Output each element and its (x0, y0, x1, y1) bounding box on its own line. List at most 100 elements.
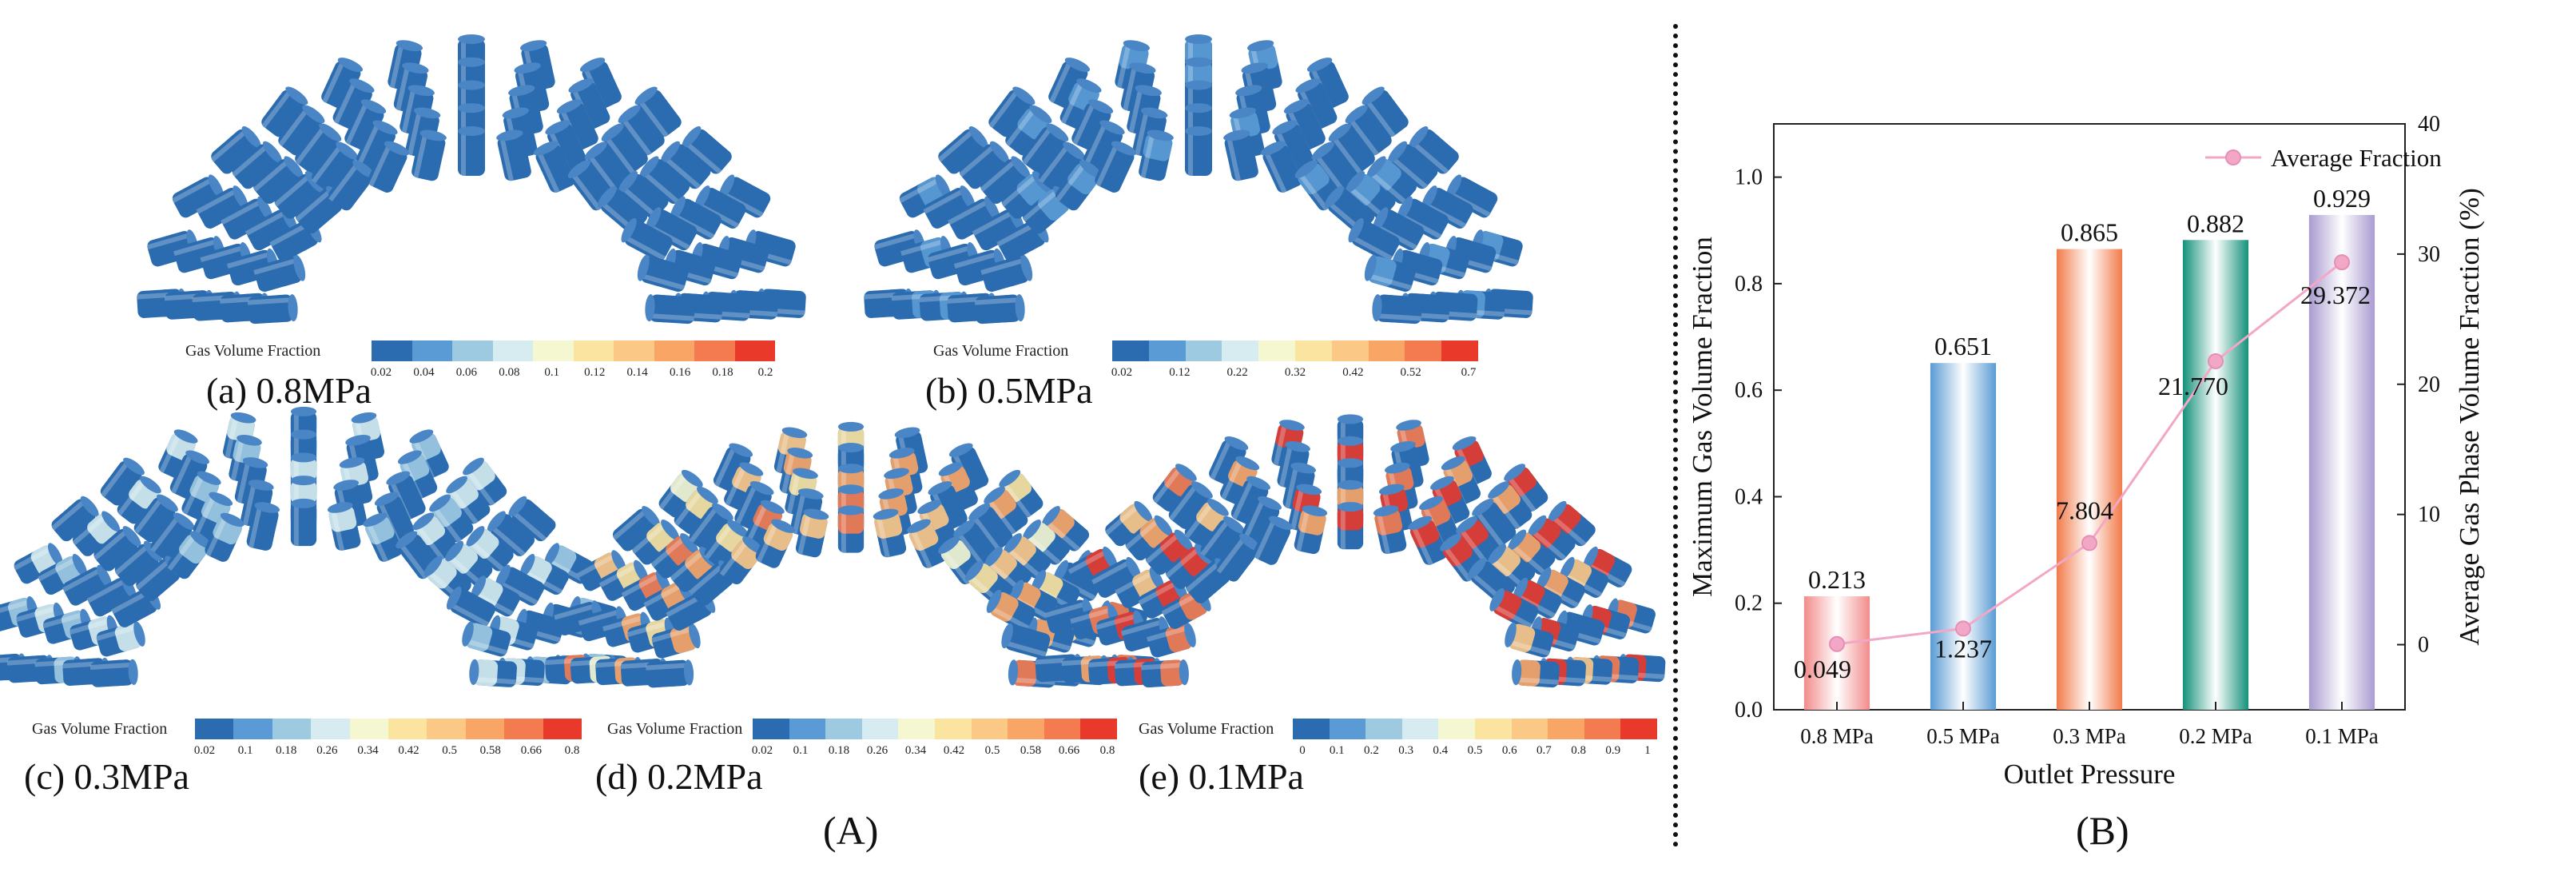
y-axis-label: Maximum Gas Volume Fraction (1687, 237, 1718, 597)
tube-segment (1456, 516, 1501, 565)
colorbar-ticks: 0.02 0.04 0.06 0.08 0.1 0.12 0.14 0.16 0.18 0.2 (371, 366, 775, 382)
tube-segment (193, 492, 233, 541)
colorbar-ticks: 0.02 0.1 0.18 0.26 0.34 0.42 0.5 0.58 0.66 0.8 (752, 744, 1117, 760)
tube-segment (462, 621, 511, 657)
tube-segment (1200, 516, 1245, 564)
tube-segment (466, 526, 514, 571)
tube-segment (117, 476, 161, 524)
colorbar-tick-label: 0.22 (1226, 366, 1248, 379)
tube-segment (1373, 505, 1407, 555)
tube-segment (1152, 464, 1197, 512)
tube-segment (533, 141, 575, 193)
tube-segment (247, 294, 298, 325)
tube-segment (1366, 156, 1417, 205)
colorbar-tick-label: 0.66 (520, 744, 542, 757)
tube-segment (1144, 529, 1193, 575)
colorbar-tick-label: 0.1 (793, 744, 809, 757)
y-tick-label: 1.0 (1735, 165, 1763, 190)
tube-segment (1168, 481, 1213, 529)
colorbar-tick-label: 0.14 (626, 366, 648, 379)
tube-segment (469, 659, 517, 687)
tube-segment (205, 512, 244, 562)
tube-segment (612, 506, 661, 551)
tube-segment (1104, 500, 1153, 547)
tube-segment (167, 531, 212, 579)
colorbar-title: Gas Volume Fraction (185, 342, 321, 360)
tube-segment (986, 589, 1036, 631)
bar (2056, 249, 2123, 710)
tube-segment (1184, 499, 1229, 547)
tube-segment (93, 526, 141, 571)
tube-segment (89, 659, 138, 687)
bar-value-label: 0.882 (2187, 209, 2244, 237)
tube-segment (446, 476, 491, 525)
tube-segment (368, 141, 410, 193)
tube-segment (519, 553, 569, 595)
colorbar (372, 340, 775, 361)
tube-segment (1446, 174, 1498, 218)
colorbar (1112, 340, 1478, 361)
tube-segment (1505, 622, 1554, 658)
bar (2182, 240, 2249, 710)
legend-label: Average Fraction (2271, 144, 2442, 172)
colorbar-tick-label: 0.42 (943, 744, 965, 757)
tube-segment (1345, 105, 1392, 157)
tube-segment (1055, 160, 1103, 211)
colorbar-tick-label: 0.34 (357, 744, 379, 757)
colorbar-title: Gas Volume Fraction (607, 720, 743, 738)
line-point (2334, 254, 2350, 271)
colorbar-ticks: 0.02 0.1 0.18 0.26 0.34 0.42 0.5 0.58 0.66 0.8 (194, 744, 582, 760)
tube-segment (755, 519, 795, 568)
tube-segment (273, 171, 324, 219)
tube-segment (1185, 126, 1212, 176)
line-point (1955, 620, 1971, 637)
colorbar-tick-label: 0.1 (1329, 744, 1345, 757)
tube-segment (312, 141, 359, 193)
tube-segment (1294, 505, 1328, 555)
tube-segment (332, 78, 375, 130)
tube-segment (837, 505, 865, 553)
colorbar-tick-label: 0.5 (442, 744, 458, 757)
x-tick-label: 0.1 MPa (2305, 724, 2379, 748)
colorbar-tick-label: 0.8 (1571, 744, 1586, 757)
panel-divider (1673, 24, 1678, 847)
line-value-label: 1.237 (1934, 634, 1992, 663)
y-tick-label: 0.0 (1735, 698, 1763, 723)
tube-segment (927, 241, 980, 280)
colorbar-tick-label: 0.32 (1284, 366, 1306, 379)
tube-segment (363, 512, 403, 563)
colorbar-tick-label: 0.2 (1364, 744, 1379, 757)
colorbar-tick-label: 0.5 (1467, 744, 1483, 757)
tube-segment (133, 494, 178, 543)
colorbar-tick-label: 0.42 (1342, 366, 1364, 379)
line-point (2081, 535, 2097, 551)
colorbar-tick-label: 0.9 (1605, 744, 1621, 757)
bar-value-label: 0.213 (1808, 565, 1866, 594)
colorbar-title: Gas Volume Fraction (32, 720, 168, 738)
tube-segment (1408, 516, 1448, 566)
tube-segment (1328, 123, 1375, 175)
tube-segment (487, 511, 535, 557)
line-value-label: 21.770 (2158, 372, 2228, 400)
tube-segment (100, 457, 145, 506)
tube-segment (252, 156, 304, 204)
colorbar-tick-label: 0.3 (1398, 744, 1413, 757)
tube-segment (958, 141, 1009, 189)
tube-segment (980, 156, 1031, 204)
y2-tick-label: 0 (2418, 633, 2429, 658)
tube-segment (637, 254, 689, 293)
bar-value-label: 0.651 (1934, 332, 1992, 360)
tube-segment (650, 623, 701, 659)
tube-segment (1140, 659, 1189, 688)
colorbar-tick-label: 0.1 (237, 744, 253, 757)
tube-segment (1146, 622, 1196, 658)
colorbar-tick-label: 0.18 (828, 744, 850, 757)
tube-segment (321, 58, 364, 109)
x-tick-label: 0.2 MPa (2179, 724, 2252, 748)
line-point (1829, 635, 1845, 652)
tube-segment (601, 123, 648, 175)
bar (2308, 214, 2375, 710)
